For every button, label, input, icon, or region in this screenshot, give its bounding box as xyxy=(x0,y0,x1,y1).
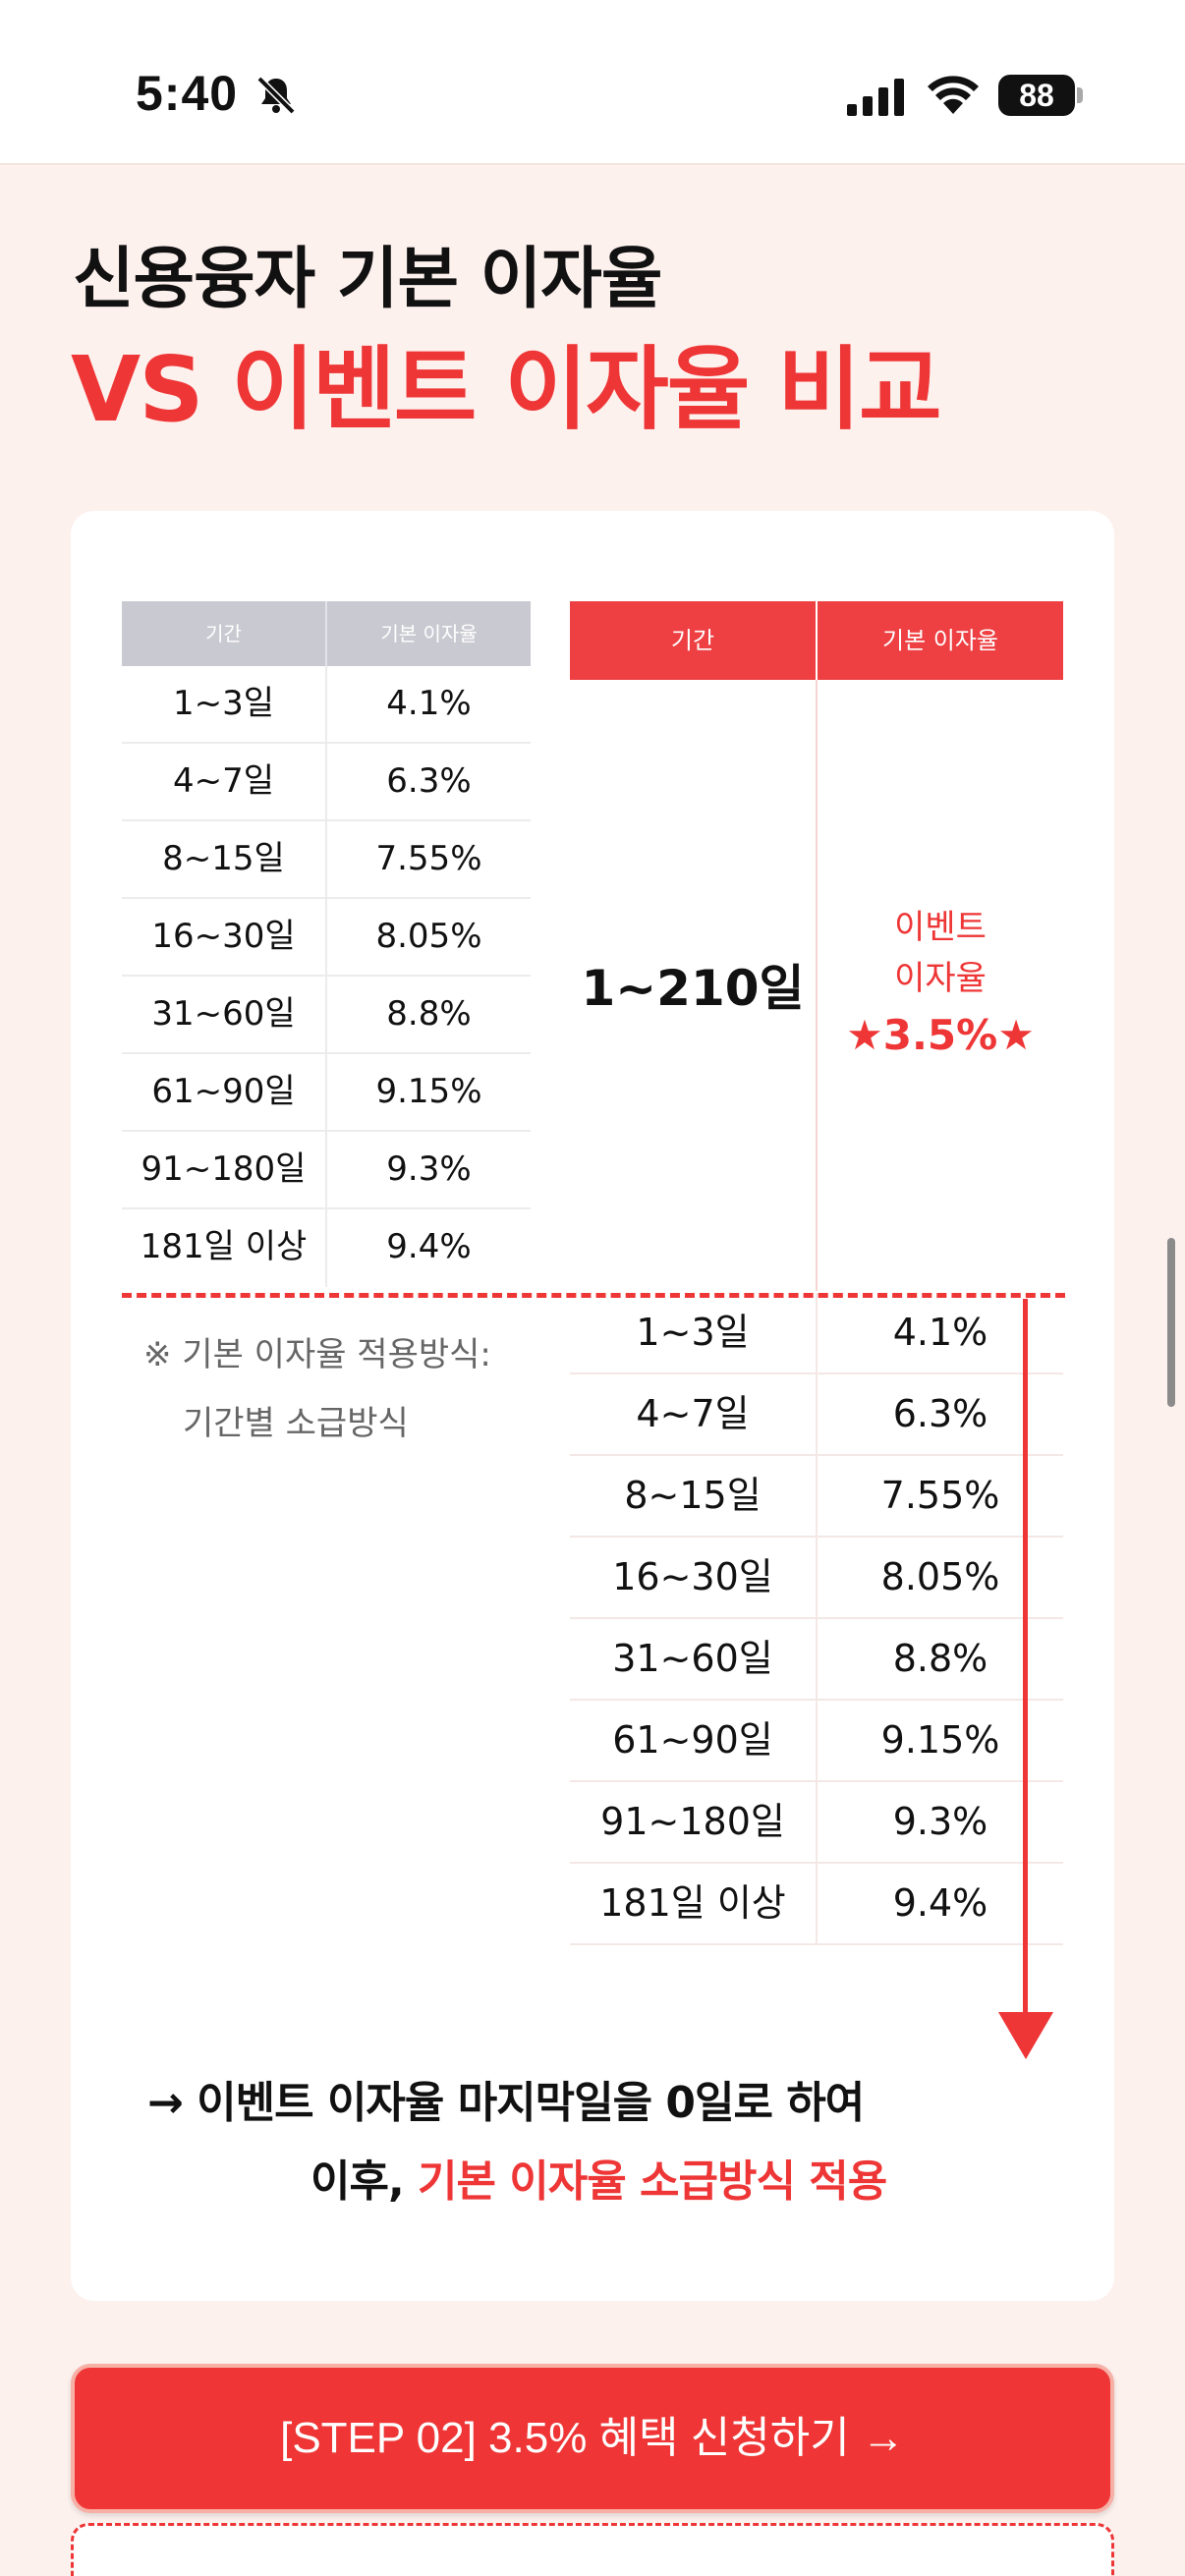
period-cell: 1~3일 xyxy=(122,666,327,742)
rate-cell: 8.8% xyxy=(386,994,472,1034)
event-label-2: 이자율 xyxy=(894,959,987,998)
bell-slash-icon xyxy=(256,76,296,115)
rate-note: ※ 기본 이자율 적용방식: 기간별 소급방식 xyxy=(143,1320,491,1458)
page-title-line1: 신용융자 기본 이자율 xyxy=(73,241,662,318)
note-line1: ※ 기본 이자율 적용방식: xyxy=(143,1335,491,1374)
table-row: 61~90일 9.15% xyxy=(122,1054,531,1132)
post-event-rate-table: 1~3일 4.1% 4~7일 6.3% 8~15일 7.55% 16~30일 8… xyxy=(570,1293,1063,1945)
table-row: 31~60일 8.8% xyxy=(122,977,531,1054)
period-cell: 31~60일 xyxy=(570,1619,818,1699)
table-row: 91~180일 9.3% xyxy=(122,1132,531,1209)
period-cell: 16~30일 xyxy=(122,899,327,975)
next-section-box xyxy=(71,2523,1114,2576)
period-cell: 181일 이상 xyxy=(122,1209,327,1287)
rate-cell: 9.15% xyxy=(880,1718,1000,1762)
summary-prefix: 이후, xyxy=(310,2156,418,2207)
wifi-icon xyxy=(928,76,979,114)
event-period: 1~210일 xyxy=(581,960,805,1017)
table-row: 31~60일 8.8% xyxy=(570,1619,1063,1701)
table-row: 16~30일 8.05% xyxy=(122,899,531,977)
base-rate-table-header: 기간 기본 이자율 xyxy=(122,601,531,666)
period-cell: 4~7일 xyxy=(122,744,327,819)
period-cell: 91~180일 xyxy=(570,1782,818,1862)
rate-cell: 9.3% xyxy=(892,1800,988,1843)
summary-highlight: 기본 이자율 소급방식 적용 xyxy=(418,2156,887,2207)
period-cell: 8~15일 xyxy=(122,821,327,897)
down-arrow-line xyxy=(1023,1299,1028,2016)
base-rate-table: 기간 기본 이자율 1~3일 4.1% 4~7일 6.3% 8~15일 7.55… xyxy=(122,601,531,1287)
period-cell: 31~60일 xyxy=(122,977,327,1052)
table-row: 8~15일 7.55% xyxy=(570,1456,1063,1538)
event-rate: ★3.5%★ xyxy=(846,1011,1035,1059)
battery-icon: 88 xyxy=(998,75,1083,116)
rate-cell: 4.1% xyxy=(892,1311,988,1354)
period-cell: 181일 이상 xyxy=(570,1864,818,1943)
table-row: 181일 이상 9.4% xyxy=(122,1209,531,1287)
header-period: 기간 xyxy=(122,601,327,666)
period-cell: 16~30일 xyxy=(570,1538,818,1617)
rate-cell: 6.3% xyxy=(386,761,472,801)
table-row: 4~7일 6.3% xyxy=(570,1374,1063,1456)
period-cell: 61~90일 xyxy=(570,1701,818,1780)
cellular-signal-icon xyxy=(847,79,904,116)
rate-cell: 6.3% xyxy=(892,1392,988,1435)
rate-cell: 9.3% xyxy=(386,1149,472,1189)
event-rate-table-header: 기간 기본 이자율 xyxy=(570,601,1063,680)
summary-line1: → 이벤트 이자율 마지막일을 0일로 하여 xyxy=(147,2078,865,2128)
rate-cell: 4.1% xyxy=(386,684,472,723)
header-base-rate: 기본 이자율 xyxy=(380,622,478,645)
rate-cell: 8.05% xyxy=(375,917,482,956)
period-cell: 8~15일 xyxy=(570,1456,818,1536)
rate-cell: 9.15% xyxy=(375,1072,482,1111)
arrow-down-icon xyxy=(998,2012,1053,2059)
rate-cell: 9.4% xyxy=(892,1881,988,1925)
table-row: 61~90일 9.15% xyxy=(570,1701,1063,1782)
status-bar: 5:40 88 xyxy=(0,0,1185,165)
battery-cap xyxy=(1077,87,1083,103)
rate-cell: 8.05% xyxy=(880,1555,1000,1598)
period-cell: 4~7일 xyxy=(570,1374,818,1454)
period-cell: 91~180일 xyxy=(122,1132,327,1207)
summary-line2: 이후, 기본 이자율 소급방식 적용 xyxy=(310,2146,887,2209)
battery-level: 88 xyxy=(998,75,1075,116)
table-row: 181일 이상 9.4% xyxy=(570,1864,1063,1945)
column-divider xyxy=(816,680,818,1291)
period-cell: 61~90일 xyxy=(122,1054,327,1130)
apply-benefit-button[interactable]: [STEP 02] 3.5% 혜택 신청하기 → xyxy=(71,2364,1114,2513)
note-line2: 기간별 소급방식 xyxy=(183,1404,409,1443)
event-label-1: 이벤트 xyxy=(894,908,987,947)
table-row: 8~15일 7.55% xyxy=(122,821,531,899)
scrollbar[interactable] xyxy=(1167,1238,1175,1407)
rate-cell: 7.55% xyxy=(880,1474,1000,1517)
rate-cell: 9.4% xyxy=(386,1227,472,1266)
table-row: 16~30일 8.05% xyxy=(570,1538,1063,1619)
page-title-line2: VS 이벤트 이자율 비교 xyxy=(71,337,942,442)
table-row: 1~3일 4.1% xyxy=(122,666,531,744)
status-time: 5:40 xyxy=(136,66,239,121)
rate-cell: 8.8% xyxy=(892,1637,988,1680)
table-row: 4~7일 6.3% xyxy=(122,744,531,821)
rate-cell: 7.55% xyxy=(375,839,482,878)
period-cell: 1~3일 xyxy=(570,1293,818,1372)
table-row: 1~3일 4.1% xyxy=(570,1293,1063,1374)
header-period: 기간 xyxy=(570,601,818,680)
table-row: 91~180일 9.3% xyxy=(570,1782,1063,1864)
dashed-divider xyxy=(122,1293,1065,1298)
header-base-rate: 기본 이자율 xyxy=(881,627,999,654)
event-rate-block: 이벤트 이자율 ★3.5%★ xyxy=(818,902,1063,1067)
comparison-card xyxy=(71,511,1114,2301)
